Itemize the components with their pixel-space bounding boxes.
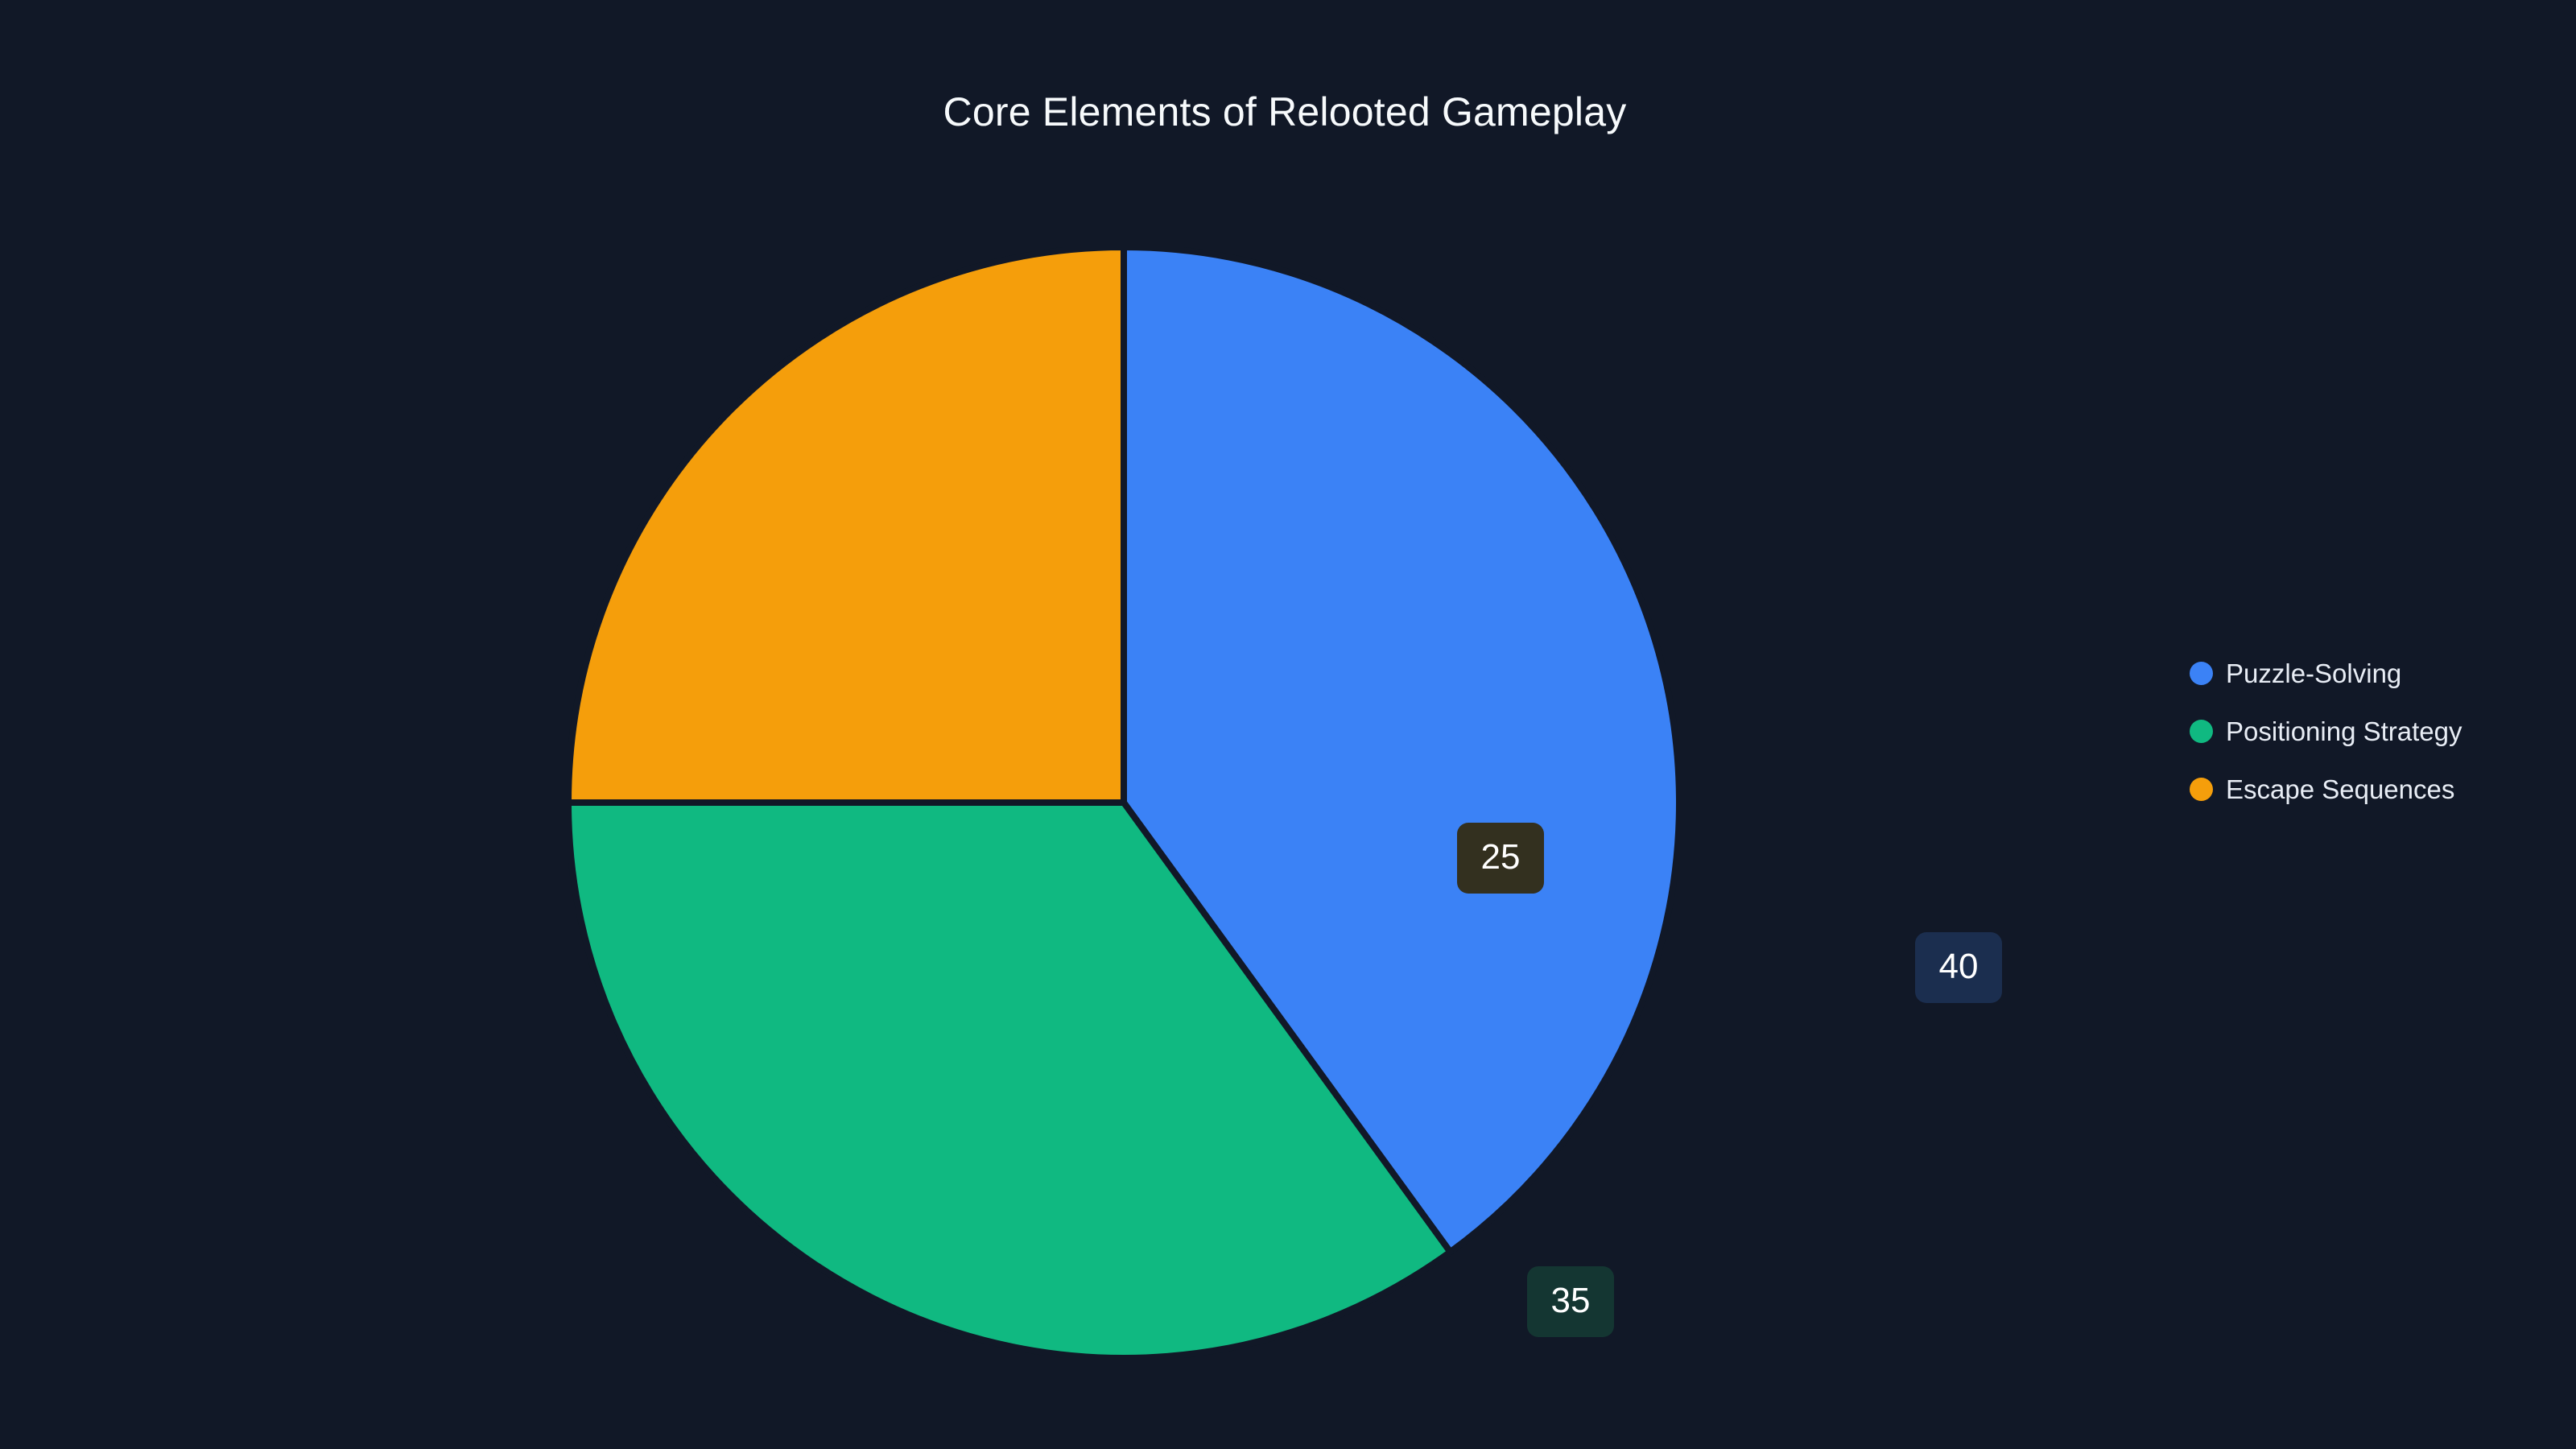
circle-marker-icon: [2190, 661, 2213, 685]
slice-data-label-text: 40: [1938, 946, 1979, 986]
slice-data-label: 40: [1915, 932, 2002, 1003]
legend-item-label: Escape Sequences: [2226, 774, 2455, 804]
legend-item-positioning-strategy[interactable]: Positioning Strategy: [2190, 702, 2528, 760]
slice-data-label: 35: [1527, 1266, 1614, 1337]
pie-slice[interactable]: [1121, 247, 1679, 1256]
pie-slice[interactable]: [568, 247, 1127, 806]
slice-data-label-text: 35: [1550, 1280, 1591, 1320]
pie-svg: [568, 247, 1679, 1358]
page-title: Core Elements of Relooted Gameplay: [0, 92, 2576, 132]
pie-slice-group: [568, 247, 1679, 1358]
pie-slice[interactable]: [568, 799, 1454, 1358]
circle-marker-icon: [2190, 719, 2213, 743]
circle-marker-icon: [2190, 777, 2213, 801]
chart-title-text: Core Elements of Relooted Gameplay: [943, 89, 1627, 134]
legend-item-puzzle-solving[interactable]: Puzzle-Solving: [2190, 644, 2528, 702]
slice-data-label: 25: [1457, 823, 1544, 894]
legend-item-label: Puzzle-Solving: [2226, 658, 2402, 688]
pie-chart: 40 35 25: [568, 247, 2002, 1358]
legend-item-escape-sequences[interactable]: Escape Sequences: [2190, 760, 2528, 818]
slice-data-label-text: 25: [1480, 836, 1521, 877]
legend-item-label: Positioning Strategy: [2226, 716, 2462, 746]
legend: Puzzle-Solving Positioning Strategy Esca…: [2190, 644, 2528, 818]
